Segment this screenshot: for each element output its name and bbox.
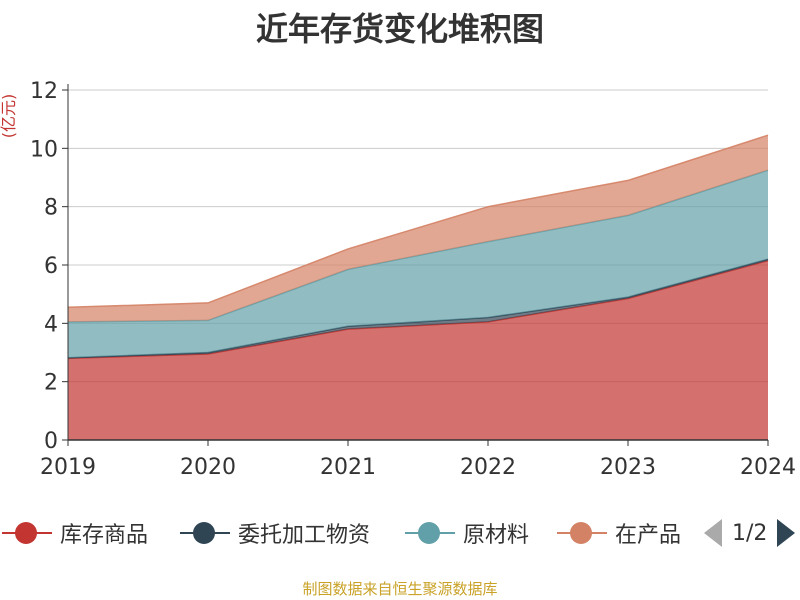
legend: 库存商品 委托加工物资 原材料 在产品 bbox=[0, 515, 800, 551]
pager-prev-icon[interactable] bbox=[704, 519, 722, 547]
legend-symbol bbox=[180, 515, 230, 551]
legend-label: 在产品 bbox=[615, 523, 682, 548]
legend-item-work-in-progress[interactable]: 在产品 bbox=[557, 515, 681, 551]
area-series bbox=[68, 170, 768, 358]
legend-symbol bbox=[405, 515, 455, 551]
y-tick-label: 10 bbox=[30, 137, 58, 162]
y-tick-label: 2 bbox=[44, 371, 58, 396]
chart-title: 近年存货变化堆积图 bbox=[255, 10, 544, 48]
legend-label: 原材料 bbox=[463, 523, 530, 548]
x-tick-label: 2022 bbox=[460, 455, 516, 480]
x-tick-label: 2023 bbox=[600, 455, 656, 480]
y-tick-label: 4 bbox=[44, 312, 58, 337]
legend-label: 委托加工物资 bbox=[238, 523, 371, 548]
y-tick-label: 8 bbox=[44, 196, 58, 221]
area-series bbox=[68, 260, 768, 440]
y-tick-label: 6 bbox=[44, 254, 58, 279]
y-tick-label: 12 bbox=[30, 79, 58, 104]
legend-item-inventory-goods[interactable]: 库存商品 bbox=[2, 515, 148, 551]
source-note: 制图数据来自恒生聚源数据库 bbox=[302, 580, 498, 598]
legend-item-raw-materials[interactable]: 原材料 bbox=[405, 515, 529, 551]
x-tick-label: 2021 bbox=[320, 455, 376, 480]
series-line bbox=[67, 134, 769, 309]
y-tick-label: 0 bbox=[44, 429, 58, 454]
x-tick-label: 2019 bbox=[40, 455, 96, 480]
legend-item-consigned-processing[interactable]: 委托加工物资 bbox=[180, 515, 370, 551]
pager-next-icon[interactable] bbox=[777, 519, 796, 547]
pager-page-indicator: 1/2 bbox=[732, 520, 768, 546]
legend-symbol bbox=[2, 515, 52, 551]
legend-symbol bbox=[557, 515, 607, 551]
x-tick-label: 2024 bbox=[740, 455, 796, 480]
legend-label: 库存商品 bbox=[60, 523, 149, 548]
x-tick-label: 2020 bbox=[180, 455, 236, 480]
legend-pager: 1/2 bbox=[700, 515, 800, 551]
